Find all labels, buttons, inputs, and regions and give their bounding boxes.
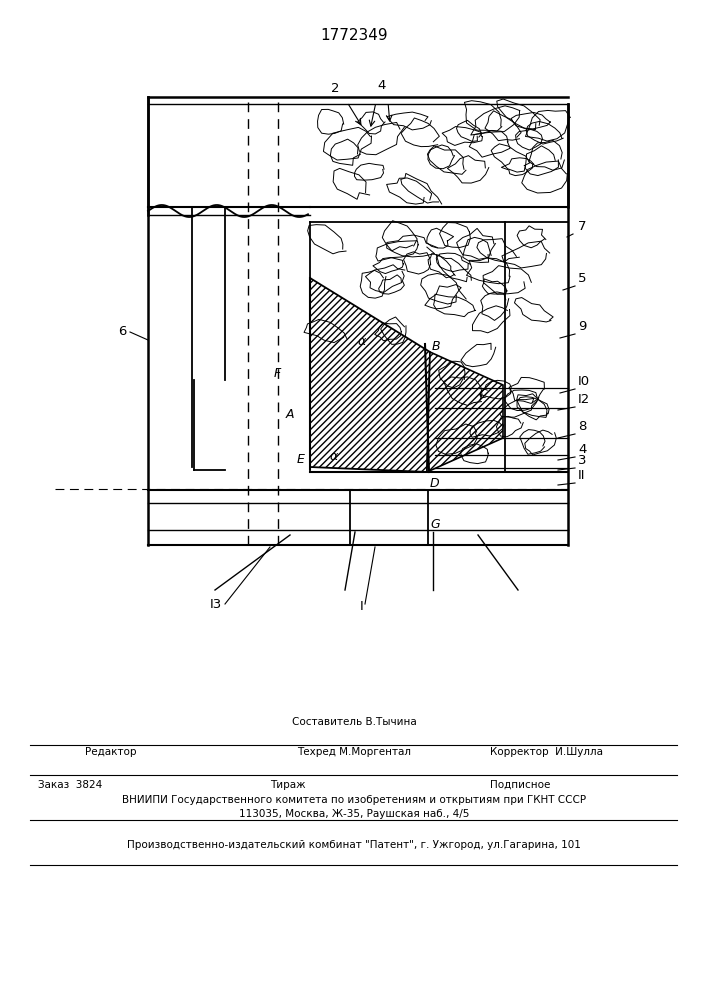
Text: F: F xyxy=(274,367,281,380)
Text: C: C xyxy=(478,388,486,401)
Text: 5: 5 xyxy=(578,272,587,285)
Text: B: B xyxy=(432,340,440,353)
Text: E: E xyxy=(297,453,305,466)
Text: 3: 3 xyxy=(578,454,587,467)
Text: 113035, Москва, Ж-35, Раушская наб., 4/5: 113035, Москва, Ж-35, Раушская наб., 4/5 xyxy=(239,809,469,819)
Text: 6: 6 xyxy=(118,325,127,338)
Text: I2: I2 xyxy=(578,393,590,406)
Text: A: A xyxy=(286,408,295,421)
Text: α: α xyxy=(358,335,366,348)
Text: 7: 7 xyxy=(578,220,587,233)
Text: Корректор  И.Шулла: Корректор И.Шулла xyxy=(490,747,603,757)
Text: Подписное: Подписное xyxy=(490,780,550,790)
Text: Техред М.Моргентал: Техред М.Моргентал xyxy=(297,747,411,757)
Text: Производственно-издательский комбинат "Патент", г. Ужгород, ул.Гагарина, 101: Производственно-издательский комбинат "П… xyxy=(127,840,581,850)
Text: 2: 2 xyxy=(331,82,339,95)
Text: Заказ  3824: Заказ 3824 xyxy=(38,780,103,790)
Text: G: G xyxy=(430,518,440,531)
Text: ВНИИПИ Государственного комитета по изобретениям и открытиям при ГКНТ СССР: ВНИИПИ Государственного комитета по изоб… xyxy=(122,795,586,805)
Text: I3: I3 xyxy=(210,598,222,611)
Text: II: II xyxy=(578,469,585,482)
Polygon shape xyxy=(427,352,503,472)
Text: 9: 9 xyxy=(578,320,586,333)
Text: I: I xyxy=(360,600,363,613)
Polygon shape xyxy=(310,278,430,472)
Text: 8: 8 xyxy=(578,420,586,433)
Text: Редактор: Редактор xyxy=(85,747,136,757)
Text: Составитель В.Тычина: Составитель В.Тычина xyxy=(291,717,416,727)
Text: I0: I0 xyxy=(578,375,590,388)
Text: α: α xyxy=(330,450,338,463)
Text: D: D xyxy=(430,477,440,490)
Text: 1772349: 1772349 xyxy=(320,28,388,43)
Text: Тираж: Тираж xyxy=(270,780,305,790)
Text: 4: 4 xyxy=(578,443,586,456)
Text: 4: 4 xyxy=(378,79,386,92)
